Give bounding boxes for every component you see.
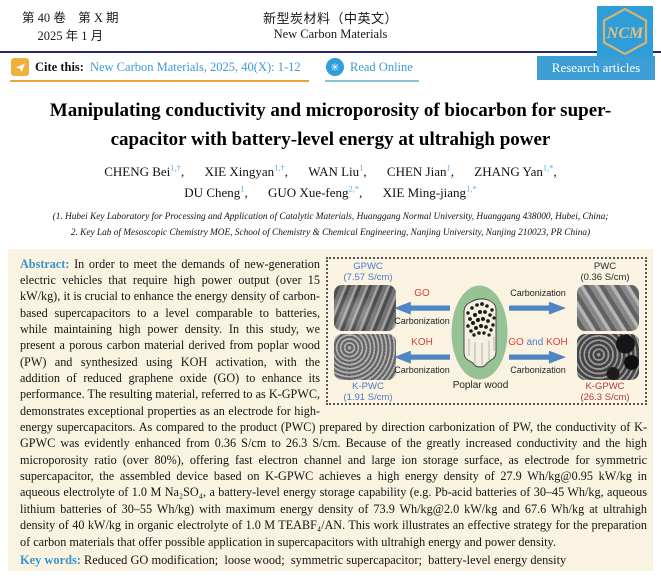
author: GUO Xue-feng2,*, [268,184,363,201]
read-online-group: ✳ Read Online [325,58,419,82]
ncm-logo-icon: NCM [597,6,653,57]
arrow-to-pwc [509,301,566,315]
read-online-atom-icon: ✳ [326,58,344,76]
author: WAN Liu1, [308,162,367,180]
author-affiliation-marker: 1,* [542,162,554,173]
author-affiliation-marker: 2,* [348,184,360,194]
journal-name-english: New Carbon Materials [273,27,388,41]
affiliation-1: (1. Hubei Key Laboratory for Processing … [52,212,609,223]
label-gpwc: GPWC (7.57 S/cm) [343,260,393,283]
author: XIE Ming-jiang1,* [382,184,477,201]
cite-reference-link[interactable]: New Carbon Materials, 2025, 40(X): 1-12 [89,59,301,74]
keywords-label: Key words: [20,552,81,567]
abstract-section: GPWC (7.57 S/cm) PWC (0.36 S/cm) K-PWC (1.9… [8,248,653,571]
arrow-to-kgpwc [509,350,566,364]
abstract-paragraph: Abstract: In order to meet the demands o… [20,256,647,550]
title-line-1: Manipulating conductivity and microporos… [49,100,612,121]
journal-header: 第 40 卷 第 X 期 2025 年 1 月 新型炭材料（中英文） New C… [0,0,661,57]
process-label: Carbonization [510,287,566,298]
reagent-go-label: GO [414,287,430,299]
author: CHEN Jian1, [386,162,455,180]
affiliations: (1. Hubei Key Laboratory for Processing … [0,209,661,242]
read-online-link[interactable]: Read Online [350,59,413,74]
author-list: CHENG Bei1,†, XIE Xingyan1,†, WAN Liu1, … [0,162,661,204]
abstract-label: Abstract: [20,256,70,271]
author-affiliation-marker: 1,† [274,162,285,173]
journal-name-chinese: 新型炭材料（中英文） [262,11,399,26]
keywords-text: Reduced GO modification; loose wood; sym… [84,552,567,567]
svg-text:NCM: NCM [606,25,644,42]
issue-date: 2025 年 1 月 [37,29,104,44]
label-pwc: PWC (0.36 S/cm) [580,260,630,283]
author-line-2: DU Cheng1, GUO Xue-feng2,*, XIE Ming-jia… [0,183,661,204]
arrow-to-kpwc [394,350,450,364]
cite-paper-plane-icon [11,58,29,76]
cite-this-label: Cite this: [35,59,84,74]
label-kgpwc: K-GPWC (26.3 S/cm) [580,380,630,403]
author: CHENG Bei1,†, [104,162,185,180]
poplar-wood-label: Poplar wood [452,379,509,391]
author-affiliation-marker: 1,* [466,184,477,194]
cite-this-group: Cite this: New Carbon Materials, 2025, 4… [10,58,309,82]
author-affiliation-marker: 1 [240,184,245,194]
author-affiliation-marker: 1 [359,162,364,173]
reagent-go-and-koh-label: GO and KOH [508,336,568,348]
author: ZHANG Yan1,*, [474,162,557,180]
sem-image-gpwc [334,284,396,331]
sem-image-kgpwc [577,333,639,380]
process-label: Carbonization [394,315,450,326]
label-kpwc: K-PWC (1.91 S/cm) [343,380,393,403]
article-title: Manipulating conductivity and microporos… [0,96,661,155]
process-label: Carbonization [510,364,566,375]
author-affiliation-marker: 1 [446,162,451,173]
author: XIE Xingyan1,†, [204,162,288,180]
title-line-2: capacitor with battery-level energy at u… [110,129,551,151]
author-line-1: CHENG Bei1,†, XIE Xingyan1,†, WAN Liu1, … [0,162,661,183]
issue-info: 第 40 卷 第 X 期 2025 年 1 月 [22,9,119,45]
sem-image-pwc [577,284,639,331]
author: DU Cheng1, [184,184,248,201]
process-label: Carbonization [394,364,450,375]
keywords-line: Key words: Reduced GO modification; loos… [20,553,647,568]
issue-volume: 第 40 卷 第 X 期 [22,11,119,25]
graphical-abstract: GPWC (7.57 S/cm) PWC (0.36 S/cm) K-PWC (1.9… [326,256,647,405]
abstract-text: In order to meet the demands of new-gene… [20,256,647,549]
cite-bar: Cite this: New Carbon Materials, 2025, 4… [0,53,661,87]
affiliation-2: 2. Key Lab of Mesoscopic Chemistry MOE, … [70,228,591,239]
reagent-koh-label: KOH [411,336,433,348]
author-affiliation-marker: 1,† [170,162,181,173]
article-category-badge: Research articles [537,56,655,80]
sem-image-kpwc [334,333,396,380]
journal-name: 新型炭材料（中英文） New Carbon Materials [263,8,398,42]
poplar-wood-illustration [451,285,508,385]
arrow-to-gpwc [394,301,450,315]
journal-logo: NCM [597,6,653,57]
